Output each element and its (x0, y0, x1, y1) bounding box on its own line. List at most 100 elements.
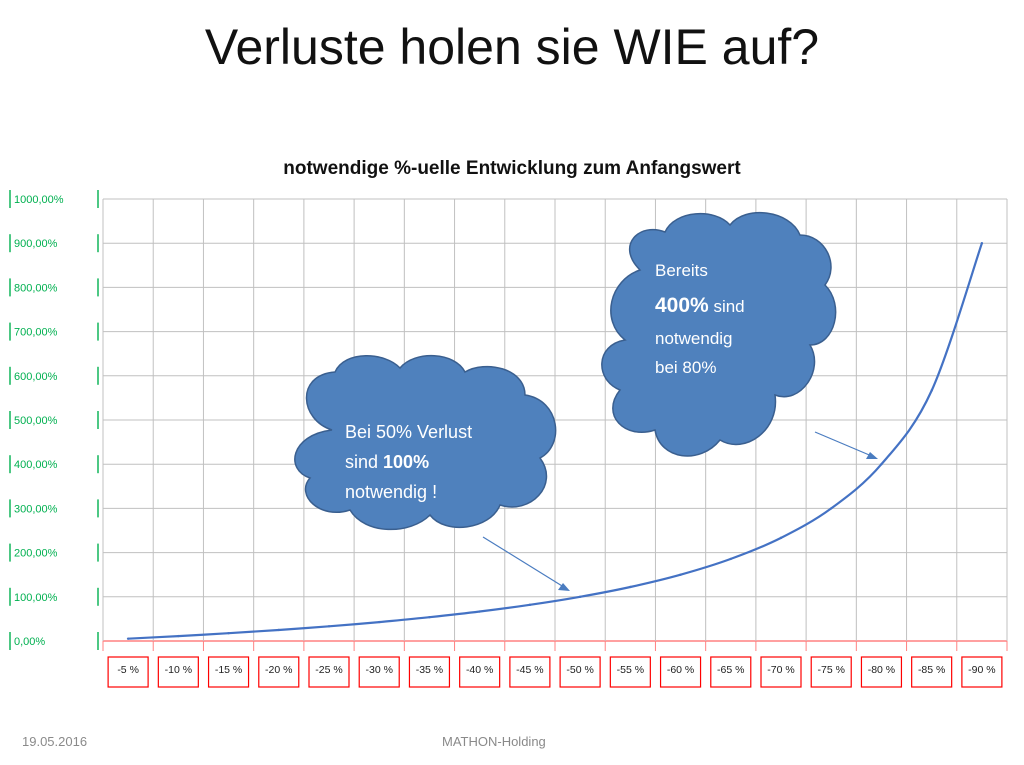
x-tick-label: -45 % (516, 664, 543, 676)
x-tick-label: -60 % (667, 664, 694, 676)
chart-grid (102, 198, 1008, 642)
y-tick-label: 0,00% (14, 636, 45, 648)
x-tick-box (358, 656, 400, 688)
data-point (126, 637, 130, 640)
x-tick-box (760, 656, 802, 688)
x-tick-label: -40 % (466, 664, 493, 676)
y-tick-label: 200,00% (14, 548, 58, 560)
x-tick-label: -70 % (767, 664, 794, 676)
x-tick: -40 % (459, 656, 501, 688)
data-point (930, 389, 933, 392)
x-tick-label: -50 % (566, 664, 593, 676)
cloud-right-line4: bei 80% (655, 358, 716, 377)
x-tick-box (559, 656, 601, 688)
cloud-right-line1: Bereits (655, 261, 708, 280)
x-tick-box (408, 656, 451, 688)
x-tick: -90 % (961, 656, 1003, 688)
x-tick-box (509, 656, 551, 688)
cloud-callout-80: Bereits 400% sind notwendig bei 80% (601, 211, 837, 457)
slide-title: Verluste holen sie WIE auf? (204, 19, 820, 75)
x-tick-label: -25 % (315, 664, 342, 676)
y-tick-label: 300,00% (14, 503, 58, 515)
y-tick: 700,00% (9, 322, 99, 341)
y-tick-label: 900,00% (14, 238, 58, 250)
y-tick: 900,00% (9, 234, 99, 253)
y-tick-label: 800,00% (14, 282, 58, 294)
data-point (277, 628, 280, 632)
x-tick-box (107, 656, 149, 688)
y-tick: 300,00% (9, 499, 99, 518)
cloud-left-line3: notwendig ! (345, 482, 437, 502)
footer-company: MATHON-Holding (442, 734, 546, 749)
y-tick: 1000,00% (9, 190, 99, 208)
y-tick-label: 1000,00% (14, 194, 64, 206)
x-tick: -5 % (107, 656, 149, 688)
y-tick: 800,00% (9, 278, 99, 297)
data-point (729, 557, 732, 561)
cloud-left-line1: Bei 50% Verlust (345, 422, 472, 442)
x-tick: -60 % (659, 656, 702, 688)
data-point (679, 573, 682, 576)
y-tick: 0,00% (9, 632, 99, 650)
cloud-right-line3: notwendig (655, 329, 733, 348)
x-tick: -15 % (207, 656, 250, 688)
y-tick: 500,00% (9, 411, 99, 429)
x-tick-box (207, 656, 250, 688)
x-tick-label: -20 % (265, 664, 292, 676)
data-point (779, 536, 783, 540)
x-tick: -45 % (509, 656, 551, 688)
x-tick-label: -75 % (818, 664, 845, 676)
x-tick: -20 % (258, 656, 300, 688)
data-point (478, 610, 481, 613)
x-tick-box (308, 656, 350, 688)
y-tick: 400,00% (9, 455, 99, 474)
data-point (578, 595, 582, 598)
data-point (227, 631, 230, 635)
data-point (177, 634, 180, 638)
data-point (378, 620, 381, 624)
x-tick-label: -80 % (868, 664, 895, 676)
x-tick: -30 % (358, 656, 400, 688)
data-point (880, 463, 883, 466)
y-tick-label: 600,00% (14, 371, 58, 383)
x-tick: -25 % (308, 656, 350, 688)
cloud-shape (601, 211, 837, 457)
callout-arrows (482, 431, 878, 591)
x-tick-box (157, 656, 199, 688)
y-tick-label: 700,00% (14, 327, 58, 339)
cloud-right-line2: 400% sind (655, 294, 745, 317)
x-tick-label: -55 % (617, 664, 644, 676)
arrowhead-right (866, 452, 878, 459)
x-tick: -50 % (559, 656, 601, 688)
data-point (327, 625, 331, 628)
chart-title: notwendige %-uelle Entwicklung zum Anfan… (283, 158, 741, 179)
x-tick-box (459, 656, 501, 688)
x-tick: -75 % (810, 656, 852, 688)
data-point (980, 242, 984, 245)
data-point (830, 507, 833, 510)
x-tick-box (710, 656, 752, 688)
arrow-left (482, 536, 568, 590)
arrow-right (814, 431, 875, 458)
x-tick: -55 % (609, 656, 651, 688)
x-tick: -65 % (710, 656, 752, 688)
data-point (428, 615, 431, 619)
y-tick: 200,00% (9, 543, 99, 562)
cloud-left-line2: sind 100% (345, 452, 429, 472)
data-point (629, 585, 632, 589)
y-tick-label: 500,00% (14, 415, 58, 427)
x-tick-label: -30 % (366, 664, 393, 676)
x-tick-label: -65 % (717, 664, 744, 676)
x-tick-label: -90 % (968, 664, 995, 676)
x-tick-label: -85 % (918, 664, 945, 676)
x-tick-label: -5 % (117, 664, 139, 676)
y-tick: 600,00% (9, 366, 99, 385)
x-tick: -35 % (408, 656, 451, 688)
x-tick-box (961, 656, 1003, 688)
x-tick-box (659, 656, 702, 688)
y-tick-label: 400,00% (14, 459, 58, 471)
x-tick: -70 % (760, 656, 802, 688)
x-tick-box (810, 656, 852, 688)
x-tick: -10 % (157, 656, 199, 688)
